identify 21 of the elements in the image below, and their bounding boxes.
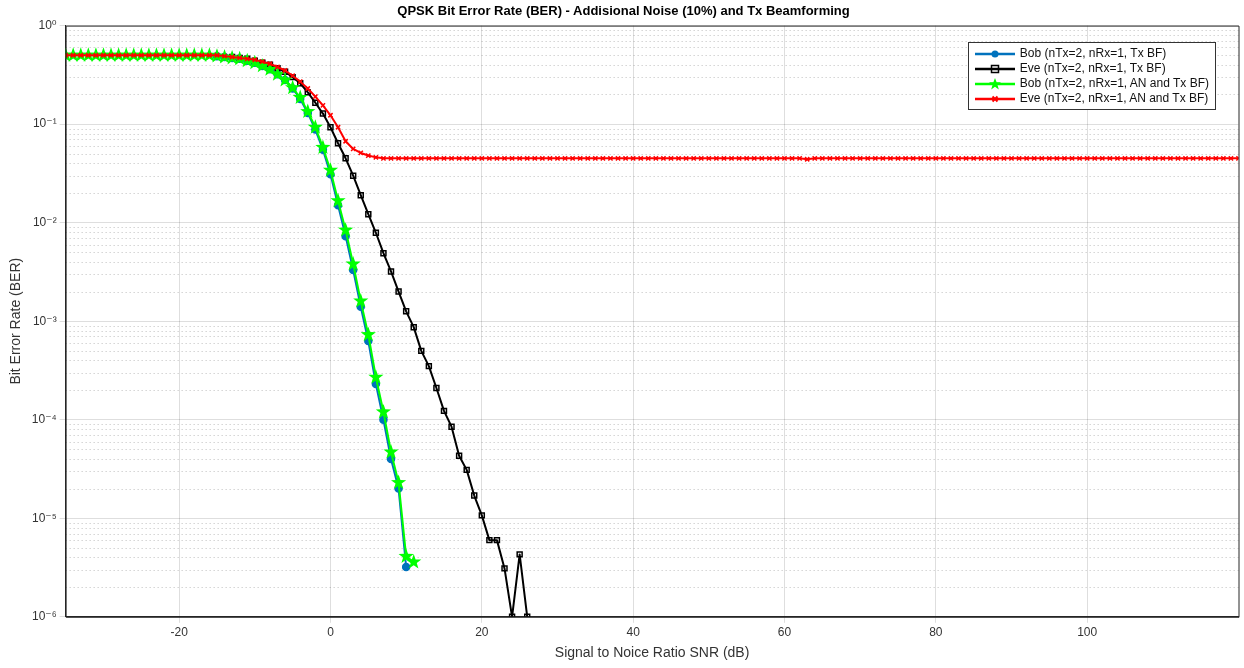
x-tick-label: 40	[626, 625, 641, 640]
legend-label: Bob (nTx=2, nRx=1, Tx BF)	[1019, 46, 1167, 61]
x-tick-label: 60	[777, 625, 792, 640]
legend-label: Eve (nTx=2, nRx=1, Tx BF)	[1019, 61, 1166, 76]
x-tick-label: -20	[170, 625, 189, 640]
x-tick-label: 80	[929, 625, 943, 640]
chart-title: QPSK Bit Error Rate (BER) - Addisional Noise (10%) and Tx Beamforming	[397, 3, 850, 19]
y-axis-title: Bit Error Rate (BER)	[7, 257, 24, 385]
x-tick-label: 100	[1077, 625, 1098, 640]
y-tick-label: 10⁻⁶	[32, 609, 57, 624]
y-tick-label: 10⁻⁴	[31, 412, 57, 427]
y-tick-label: 10⁻³	[32, 313, 57, 328]
legend-label: Bob (nTx=2, nRx=1, AN and Tx BF)	[1019, 76, 1209, 91]
y-tick-label: 10⁰	[38, 17, 57, 32]
legend-label: Eve (nTx=2, nRx=1, AN and Tx BF)	[1019, 91, 1209, 106]
y-tick-label: 10⁻¹	[32, 116, 57, 131]
y-tick-label: 10⁻⁵	[31, 510, 57, 525]
y-tick-label: 10⁻²	[32, 214, 57, 229]
x-axis-title: Signal to Noice Ratio SNR (dB)	[554, 644, 750, 661]
x-tick-label: 0	[327, 625, 335, 640]
x-tick-label: 20	[475, 625, 489, 640]
